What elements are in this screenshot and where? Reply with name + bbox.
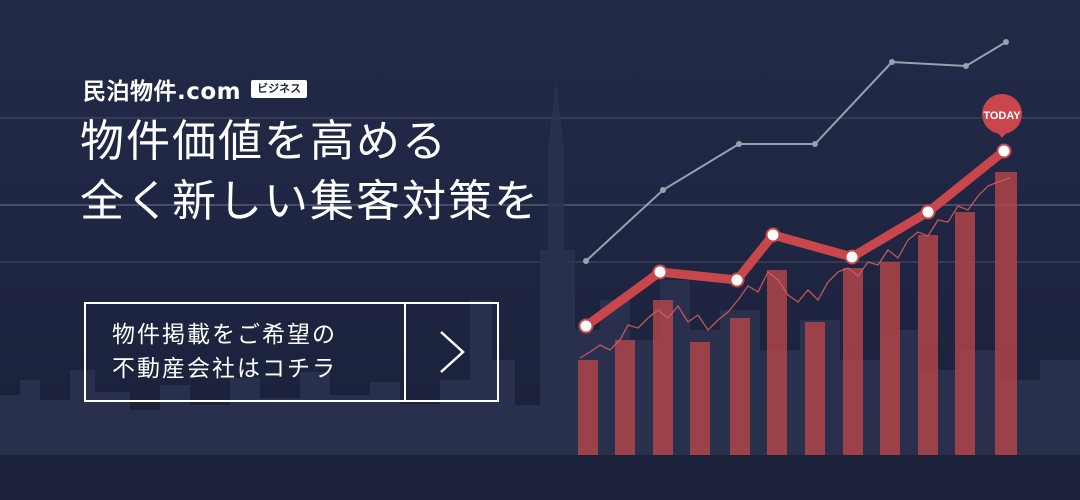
headline-line-2: 全く新しい集客対策を [80, 176, 540, 227]
brand: 民泊物件.com ビジネス [83, 72, 308, 106]
brand-badge: ビジネス [251, 80, 308, 98]
cta-line-2: 不動産会社はコチラ [112, 356, 337, 382]
stock-line [579, 177, 1011, 359]
cta-button[interactable]: 物件掲載をご希望の 不動産会社はコチラ [84, 302, 499, 402]
chevron-right-icon [406, 304, 497, 400]
red-bars [578, 172, 1017, 455]
today-label: TODAY [983, 110, 1021, 122]
water [0, 455, 1080, 500]
today-marker: TODAY [978, 94, 1026, 138]
headline: 物件価値を高める 全く新しい集客対策を [80, 112, 540, 232]
gray-trend-points [583, 39, 1009, 264]
headline-line-1: 物件価値を高める [80, 116, 448, 167]
brand-name: 民泊物件.com [83, 79, 242, 105]
cta-line-1: 物件掲載をご希望の [112, 322, 337, 348]
gray-trend-line [585, 41, 1007, 262]
cta-text: 物件掲載をご希望の 不動産会社はコチラ [86, 304, 406, 400]
red-trend-points [578, 143, 1012, 334]
